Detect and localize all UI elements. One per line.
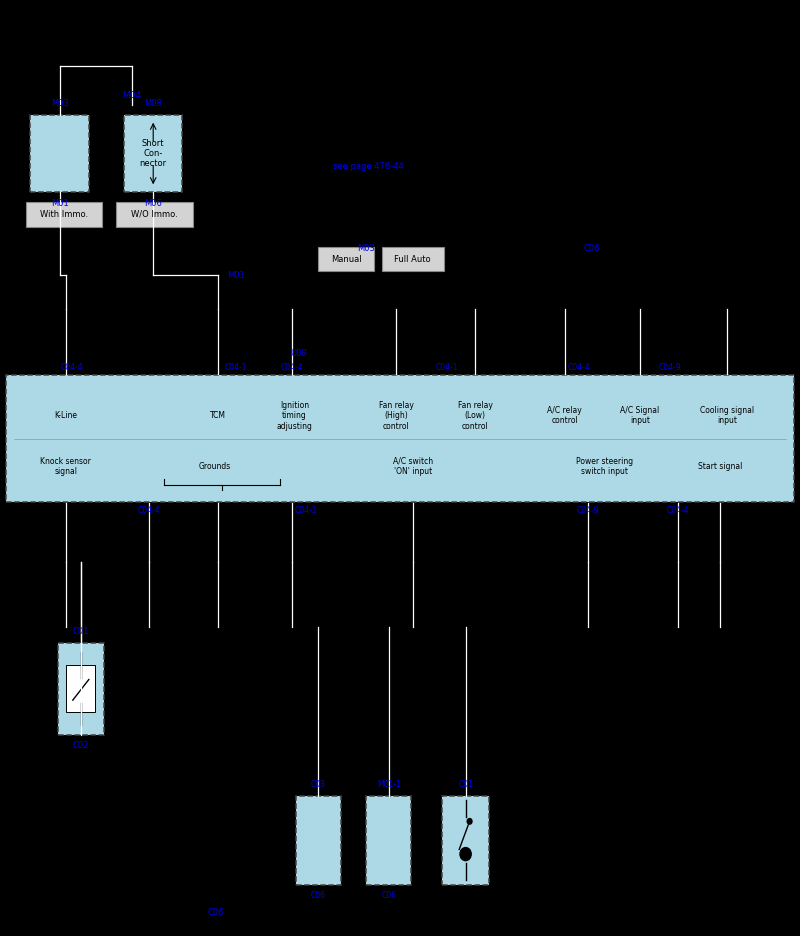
Text: With Immo.: With Immo. (40, 210, 88, 219)
Text: C03: C03 (311, 780, 326, 789)
Text: C01: C01 (458, 780, 473, 789)
Bar (116, 202, 193, 227)
Text: C04-4: C04-4 (61, 363, 83, 373)
Text: C01: C01 (73, 627, 89, 636)
Bar (124, 115, 182, 192)
Text: see page 476-44: see page 476-44 (333, 162, 403, 171)
Text: C04-9: C04-9 (577, 505, 599, 515)
Text: U08: U08 (290, 349, 306, 358)
Bar (382, 247, 444, 271)
Text: M03: M03 (357, 243, 374, 253)
Text: Cooling signal
input: Cooling signal input (700, 406, 754, 426)
Bar (66, 665, 95, 712)
Text: C04-9: C04-9 (659, 363, 682, 373)
Text: Grounds: Grounds (198, 461, 230, 471)
Text: A/C Signal
input: A/C Signal input (620, 406, 660, 426)
Text: M08: M08 (144, 99, 162, 109)
Text: C06: C06 (311, 891, 326, 900)
Text: C06: C06 (584, 243, 600, 253)
Text: M01-1: M01-1 (377, 780, 401, 789)
Bar (366, 796, 411, 885)
Text: Short
Con-
nector: Short Con- nector (140, 139, 166, 168)
Text: C06: C06 (208, 908, 224, 917)
Text: Full Auto: Full Auto (394, 255, 431, 264)
Bar (30, 115, 89, 192)
Circle shape (460, 848, 471, 861)
Text: A/C relay
control: A/C relay control (547, 406, 582, 426)
Text: C04-4: C04-4 (568, 363, 590, 373)
Text: C04-4: C04-4 (666, 505, 689, 515)
Text: Knock sensor
signal: Knock sensor signal (40, 457, 91, 476)
Text: C04-4: C04-4 (138, 505, 160, 515)
Text: C04-4: C04-4 (281, 363, 303, 373)
Text: K-Line: K-Line (54, 411, 77, 420)
Bar (58, 643, 104, 735)
Text: Fan relay
(High)
control: Fan relay (High) control (378, 401, 414, 431)
Text: C04-1: C04-1 (225, 363, 247, 373)
Circle shape (467, 818, 472, 824)
Text: C06: C06 (382, 891, 396, 900)
Bar (26, 202, 102, 227)
Text: TCM: TCM (210, 411, 226, 420)
Text: M01: M01 (50, 198, 69, 208)
Text: A/C switch
'ON' input: A/C switch 'ON' input (393, 457, 433, 476)
Bar (318, 247, 374, 271)
Text: M04: M04 (122, 91, 142, 100)
Text: C02: C02 (73, 741, 89, 751)
Bar (442, 796, 489, 885)
Text: M01: M01 (227, 271, 245, 280)
Text: C04-1: C04-1 (294, 505, 317, 515)
Text: C04-1: C04-1 (435, 363, 458, 373)
Bar (296, 796, 341, 885)
Text: Start signal: Start signal (698, 461, 742, 471)
Text: Fan relay
(Low)
control: Fan relay (Low) control (458, 401, 493, 431)
Text: Manual: Manual (331, 255, 362, 264)
Bar (6, 375, 794, 502)
Text: W/O Immo.: W/O Immo. (131, 210, 178, 219)
Text: Ignition
timing
adjusting: Ignition timing adjusting (277, 401, 312, 431)
Text: M06: M06 (144, 198, 162, 208)
Text: M03: M03 (50, 99, 69, 109)
Text: Power steering
switch input: Power steering switch input (576, 457, 634, 476)
